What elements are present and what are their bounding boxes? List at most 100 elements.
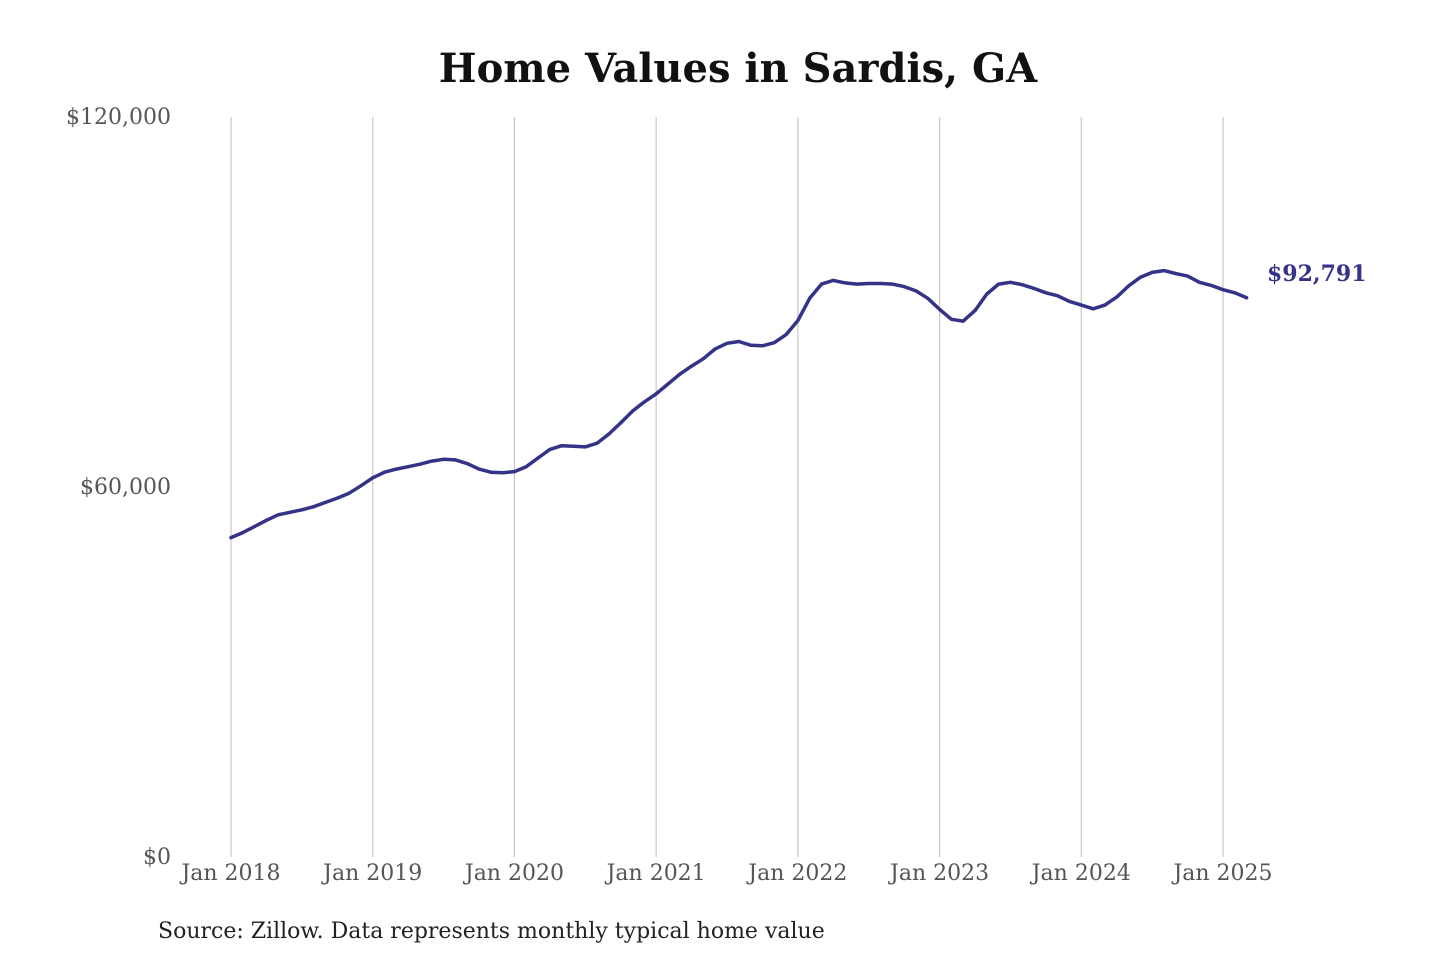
data-point-2019-05 xyxy=(418,462,422,466)
data-point-2024-12 xyxy=(1209,283,1213,287)
data-point-2021-11 xyxy=(772,341,776,345)
data-point-2025-01 xyxy=(1221,288,1225,292)
data-point-2022-09 xyxy=(890,282,894,286)
data-point-2019-06 xyxy=(430,459,434,463)
data-point-2021-08 xyxy=(737,339,741,344)
data-point-2020-06 xyxy=(571,444,576,448)
data-point-2020-03 xyxy=(536,456,540,460)
data-point-2022-02 xyxy=(808,296,812,300)
data-point-2018-05 xyxy=(276,513,280,517)
data-point-2018-06 xyxy=(288,510,292,514)
data-point-2019-07 xyxy=(442,457,446,461)
y-tick-label: $60,000 xyxy=(80,475,171,500)
data-point-2020-04 xyxy=(548,447,552,451)
data-point-2023-08 xyxy=(1020,283,1024,287)
data-point-2020-10 xyxy=(619,421,623,425)
data-point-2023-02 xyxy=(949,317,954,321)
data-point-2021-02 xyxy=(666,382,670,386)
data-point-2021-12 xyxy=(784,333,788,337)
data-point-2024-09 xyxy=(1174,272,1178,276)
vertical-gridlines xyxy=(230,117,1224,857)
data-point-2020-02 xyxy=(524,465,528,469)
data-point-2022-12 xyxy=(926,296,930,300)
data-point-2024-02 xyxy=(1091,307,1095,311)
data-point-2018-07 xyxy=(300,508,304,512)
data-point-2020-08 xyxy=(595,441,599,445)
x-tick-label: Jan 2020 xyxy=(463,861,564,886)
data-point-2018-12 xyxy=(359,484,363,488)
data-point-2021-05 xyxy=(701,357,706,361)
data-point-2025-03 xyxy=(1245,296,1249,300)
data-point-2024-10 xyxy=(1186,274,1190,278)
data-point-2021-06 xyxy=(713,347,717,351)
series-points xyxy=(229,269,1249,540)
chart-title: Home Values in Sardis, GA xyxy=(439,45,1038,92)
y-tick-label: $0 xyxy=(143,845,171,870)
data-point-2019-04 xyxy=(406,465,410,469)
x-axis-ticks: Jan 2018 Jan 2019 Jan 2020 Jan 2021 Jan 2022… xyxy=(179,861,1272,886)
data-point-2022-03 xyxy=(819,282,824,286)
data-point-2019-12 xyxy=(501,471,505,475)
data-point-2022-05 xyxy=(843,281,847,285)
data-point-2024-01 xyxy=(1079,303,1083,307)
data-point-2022-04 xyxy=(831,278,835,282)
data-point-2019-09 xyxy=(465,462,469,466)
data-point-2021-01 xyxy=(654,392,658,396)
data-point-2024-06 xyxy=(1138,275,1142,279)
data-point-2021-09 xyxy=(749,343,753,347)
data-point-2025-02 xyxy=(1233,291,1237,295)
data-point-2019-08 xyxy=(453,458,457,462)
data-point-2018-08 xyxy=(312,505,316,509)
data-point-2024-07 xyxy=(1150,270,1154,274)
data-point-2019-03 xyxy=(394,467,398,471)
data-point-2020-05 xyxy=(560,444,564,448)
data-point-2022-08 xyxy=(878,281,883,286)
data-point-2023-12 xyxy=(1067,299,1072,303)
data-point-2018-02 xyxy=(241,531,245,535)
data-point-2018-09 xyxy=(323,500,328,504)
data-point-2022-06 xyxy=(855,282,859,286)
data-point-2023-06 xyxy=(997,282,1001,286)
home-value-series-line xyxy=(229,268,1249,540)
data-point-2022-11 xyxy=(914,289,918,293)
data-point-2024-04 xyxy=(1115,295,1119,299)
data-point-2020-12 xyxy=(642,400,646,404)
source-note: Source: Zillow. Data represents monthly … xyxy=(158,919,825,944)
data-point-2021-07 xyxy=(725,341,729,345)
data-point-2019-02 xyxy=(382,470,387,474)
y-axis-ticks: $0 $60,000 $120,000 xyxy=(66,105,171,870)
data-point-2023-04 xyxy=(973,309,977,313)
data-point-2023-03 xyxy=(961,319,965,323)
data-point-2023-07 xyxy=(1008,280,1013,284)
data-point-2020-09 xyxy=(607,432,611,436)
data-point-2023-09 xyxy=(1032,286,1036,290)
data-point-2023-05 xyxy=(985,292,989,296)
data-point-2024-03 xyxy=(1103,303,1107,307)
data-point-2020-07 xyxy=(583,445,587,449)
data-point-2019-11 xyxy=(489,470,493,474)
data-point-2019-10 xyxy=(477,467,481,471)
data-point-2024-08 xyxy=(1162,269,1166,273)
data-point-2018-03 xyxy=(253,524,257,529)
x-tick-label: Jan 2024 xyxy=(1030,861,1131,886)
data-point-2023-01 xyxy=(938,307,942,311)
data-point-2024-05 xyxy=(1126,284,1131,288)
data-point-2024-11 xyxy=(1197,280,1201,284)
data-point-2018-10 xyxy=(335,496,339,500)
data-point-2020-11 xyxy=(630,409,635,413)
data-point-2023-11 xyxy=(1056,294,1060,298)
data-point-2019-01 xyxy=(371,476,375,480)
data-point-2018-01 xyxy=(229,536,233,540)
x-tick-label: Jan 2019 xyxy=(321,861,422,886)
x-tick-label: Jan 2021 xyxy=(605,861,706,886)
y-tick-label: $120,000 xyxy=(66,105,171,130)
data-point-2021-03 xyxy=(678,372,682,376)
x-tick-label: Jan 2025 xyxy=(1171,861,1272,886)
data-point-2022-01 xyxy=(796,318,800,323)
x-tick-label: Jan 2018 xyxy=(179,861,280,886)
data-point-2020-01 xyxy=(512,470,517,474)
last-value-label: $92,791 xyxy=(1267,261,1367,287)
data-point-2018-11 xyxy=(347,491,351,495)
data-point-2022-10 xyxy=(902,285,906,289)
